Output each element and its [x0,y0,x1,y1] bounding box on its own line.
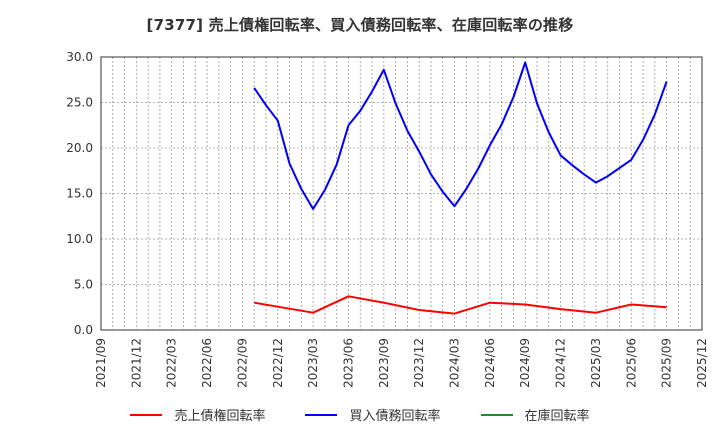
legend-swatch-receivables [130,413,163,416]
y-tick-label: 30.0 [66,50,93,64]
y-tick-label: 20.0 [66,141,93,155]
y-tick-label: 0.0 [74,323,93,337]
x-tick-label: 2025/03 [589,338,603,388]
series-line-1 [253,61,668,210]
plot-frame [100,56,703,331]
x-tick-label: 2023/12 [412,338,426,388]
series-line-0 [254,295,667,315]
legend-item-payables: 買入債務回転率 [305,405,441,424]
legend: 売上債権回転率 買入債務回転率 在庫回転率 [0,405,720,424]
x-tick-label: 2022/12 [271,338,285,388]
y-tick-label: 5.0 [74,278,93,292]
legend-swatch-payables [305,413,338,416]
legend-label-receivables: 売上債権回転率 [174,409,266,424]
x-tick-label: 2025/06 [624,338,638,388]
x-tick-label: 2023/06 [341,338,355,388]
chart-title: [7377] 売上債権回転率、買入債務回転率、在庫回転率の推移 [146,16,574,34]
x-tick-label: 2021/09 [94,338,108,388]
x-tick-label: 2023/03 [306,338,320,388]
legend-label-inventory: 在庫回転率 [524,409,590,424]
y-tick-label: 15.0 [66,187,93,201]
x-tick-label: 2021/12 [129,338,143,388]
x-tick-label: 2024/06 [483,338,497,388]
x-tick-label: 2025/09 [660,338,674,388]
x-tick-label: 2022/09 [235,338,249,388]
x-tick-label: 2025/12 [695,338,709,388]
x-tick-label: 2024/03 [448,338,462,388]
x-tick-label: 2022/06 [200,338,214,388]
legend-item-inventory: 在庫回転率 [480,405,590,424]
x-tick-label: 2023/09 [377,338,391,388]
line-chart: 0.0 5.0 10.0 15.0 20.0 25.0 30.0 2021/09 2021/12… [66,50,709,388]
legend-swatch-inventory [480,413,513,416]
x-tick-label: 2024/12 [554,338,568,388]
legend-item-receivables: 売上債権回転率 [130,405,265,424]
y-tick-label: 10.0 [66,232,93,246]
y-tick-label: 25.0 [66,96,93,110]
x-tick-label: 2022/03 [165,338,179,388]
legend-label-payables: 買入債務回転率 [349,409,441,424]
x-tick-label: 2024/09 [518,338,532,388]
